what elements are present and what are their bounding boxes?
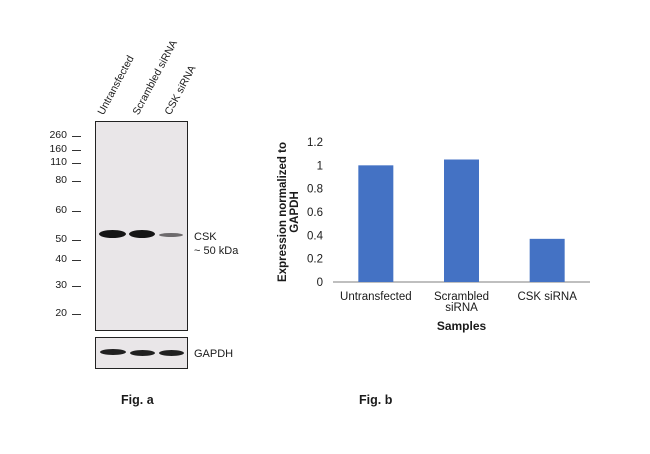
mw-tick-80 [72,181,81,182]
mw-marker-60: 60 [55,204,67,216]
x-tick-label: Scrambled siRNA [434,291,489,314]
y-tick-label: 0 [317,277,323,289]
x-tick-label: CSK siRNA [517,291,577,303]
csk-band-scrambled-sirna [129,230,155,238]
y-axis-title: Expression normalized toGAPDH [277,142,301,282]
gapdh-band-untransfected [100,349,126,355]
csk-band-untransfected [99,230,126,238]
y-tick-label: 1 [317,160,323,172]
mw-marker-260: 260 [49,129,67,141]
loading-control-label: GAPDH [194,348,234,360]
mw-tick-30 [72,286,81,287]
x-axis-title: Samples [437,319,487,333]
y-tick-label: 0.4 [307,230,324,242]
target-size-label: ~ 50 kDa [194,245,239,257]
target-label: CSK [194,231,217,243]
mw-marker-80: 80 [55,174,67,186]
bar [529,238,565,282]
mw-marker-160: 160 [49,143,67,155]
mw-marker-40: 40 [55,253,67,265]
figure-a-caption: Fig. a [121,393,154,407]
bar [444,159,479,282]
mw-marker-30: 30 [55,279,67,291]
mw-marker-20: 20 [55,307,67,319]
mw-tick-160 [72,150,81,151]
csk-band-csk-sirna [159,233,183,237]
y-tick-label: 0.8 [307,184,323,196]
mw-tick-260 [72,136,81,137]
mw-tick-40 [72,260,81,261]
mw-tick-20 [72,314,81,315]
mw-marker-50: 50 [55,233,67,245]
mw-tick-110 [72,163,81,164]
y-tick-label: 0.2 [307,254,323,266]
gapdh-band-scrambled-sirna [130,350,155,356]
y-tick-label: 1.2 [307,137,323,149]
gapdh-band-csk-sirna [159,350,184,356]
x-tick-label: Untransfected [340,291,412,303]
target-blot [95,121,188,331]
mw-marker-110: 110 [50,156,67,168]
loading-control-blot [95,337,188,369]
y-tick-label: 0.6 [307,207,323,219]
figure-b-caption: Fig. b [359,393,393,407]
mw-tick-60 [72,211,81,212]
mw-tick-50 [72,240,81,241]
bar [358,165,394,282]
